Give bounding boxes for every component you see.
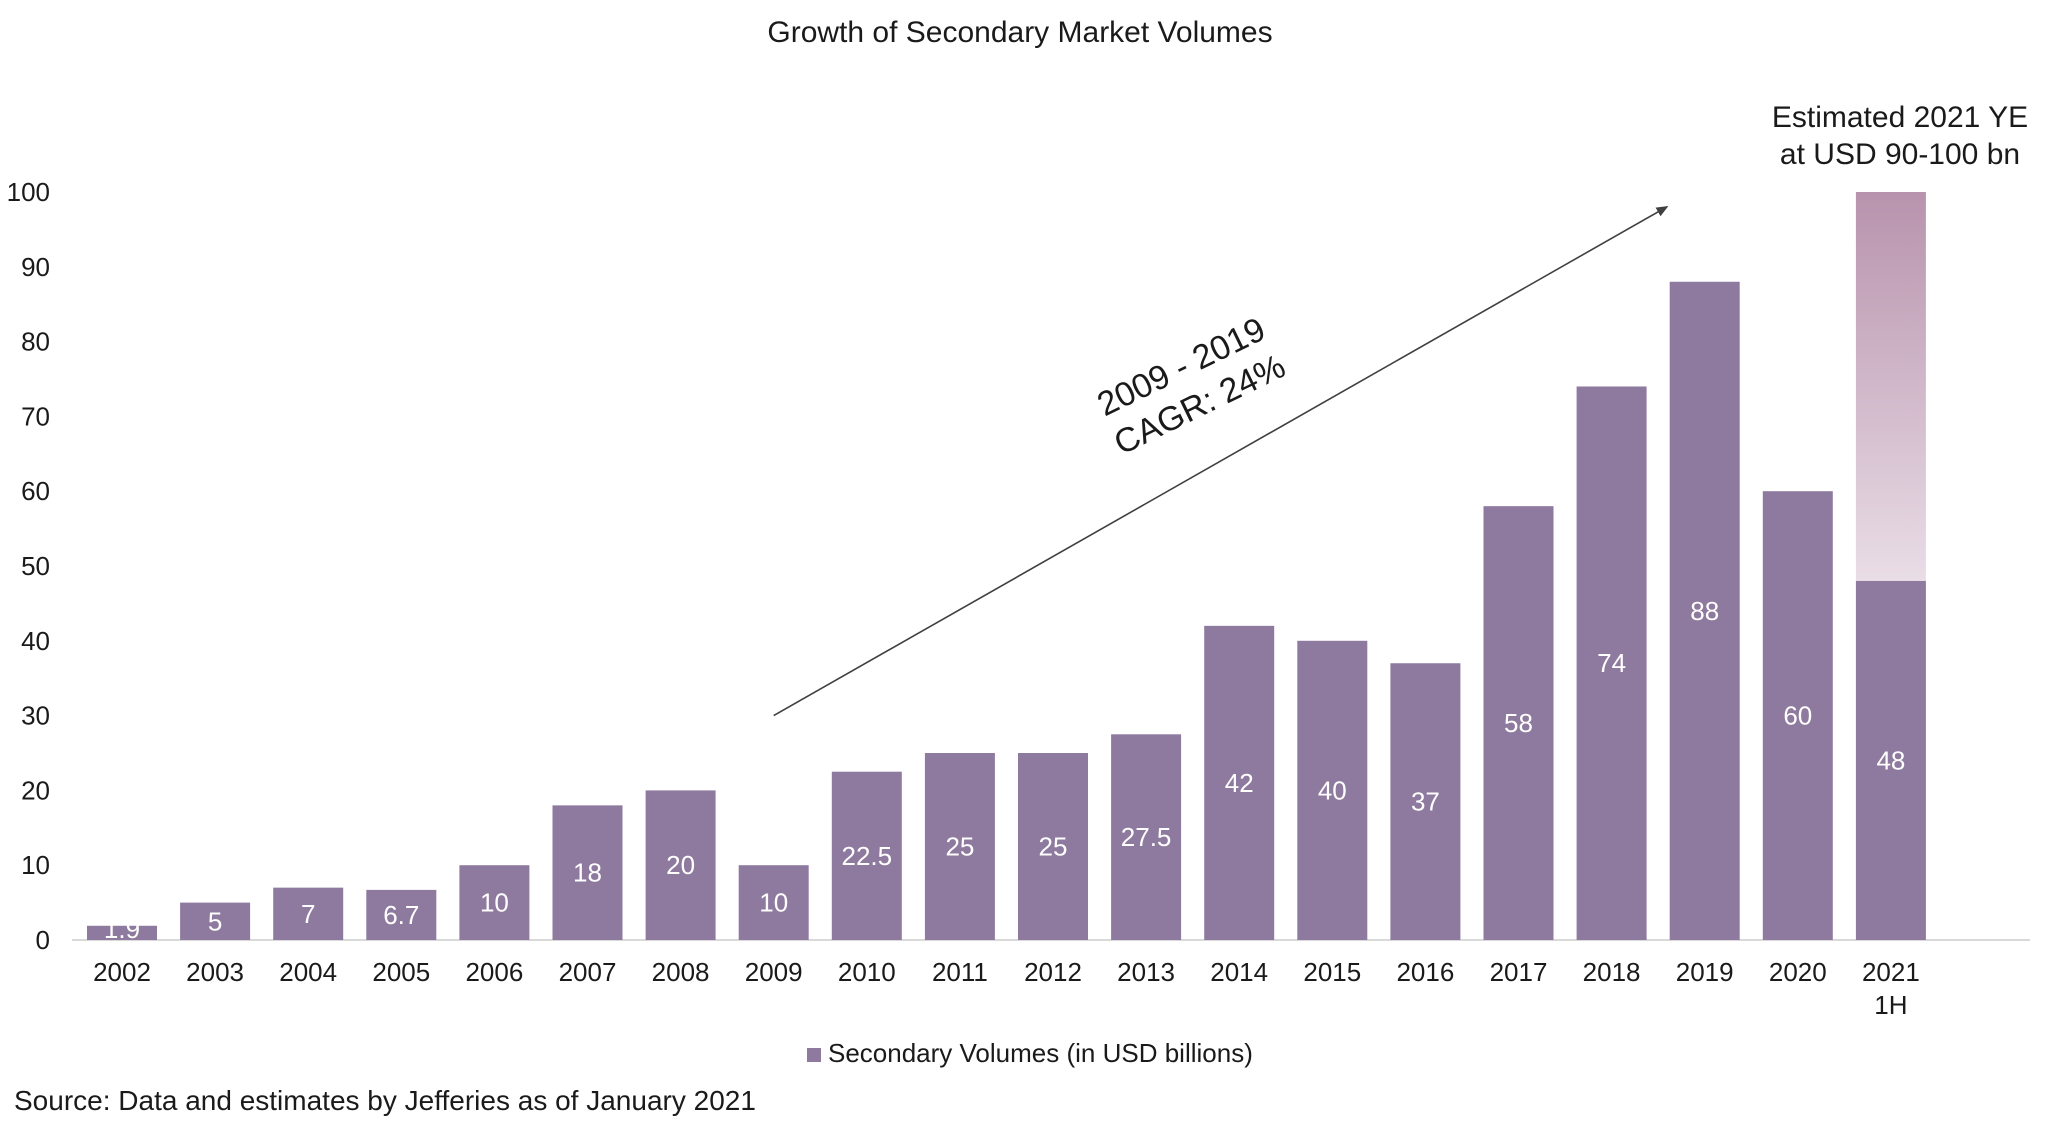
x-tick-label: 2005: [372, 957, 430, 987]
bar: [459, 865, 530, 940]
x-tick-label: 2017: [1490, 957, 1548, 987]
bar-value-label: 37: [1411, 787, 1440, 817]
y-tick-label: 90: [21, 252, 50, 282]
bar: [1111, 734, 1182, 940]
x-axis: 2002 2003 2004 2005 2006 2007 2008 2009 2010 2011…: [93, 957, 1920, 1020]
bar: [1297, 640, 1368, 940]
bar: [924, 753, 995, 940]
bar: [645, 790, 716, 940]
x-tick-label: 2019: [1676, 957, 1734, 987]
legend: Secondary Volumes (in USD billions): [807, 1038, 1253, 1068]
bar: [1855, 580, 1926, 940]
x-tick-label: 2012: [1024, 957, 1082, 987]
y-tick-label: 50: [21, 551, 50, 581]
x-tick-label: 2010: [838, 957, 896, 987]
bar-value-label: 58: [1504, 708, 1533, 738]
bar: [552, 805, 623, 940]
y-tick-label: 100: [7, 177, 50, 207]
bar: [1018, 753, 1088, 940]
bar-value-label: 6.7: [383, 900, 419, 930]
x-tick-label: 2011: [932, 957, 988, 987]
bar-value-label: 74: [1597, 648, 1626, 678]
x-tick-label: 2009: [745, 957, 803, 987]
bar: [1576, 386, 1647, 941]
x-tick-label: 2008: [652, 957, 710, 987]
bar-value-label: 60: [1783, 701, 1812, 731]
bar: [1669, 281, 1740, 940]
estimate-label-line2: at USD 90-100 bn: [1780, 138, 2020, 171]
bar-value-label: 25: [1039, 832, 1068, 862]
bar-value-label: 27.5: [1121, 822, 1172, 852]
x-tick-label: 2004: [279, 957, 337, 987]
bar: [1204, 625, 1275, 940]
y-tick-label: 20: [21, 775, 50, 805]
y-tick-label: 10: [21, 850, 50, 880]
y-axis: 0 10 20 30 40 50 60 70 80 90 100: [7, 177, 50, 955]
estimate-range-bar: [1855, 192, 1926, 581]
source-note: Source: Data and estimates by Jefferies …: [14, 1085, 756, 1116]
bar-value-label: 40: [1318, 775, 1347, 805]
legend-swatch: [807, 1048, 821, 1062]
bar: [1483, 506, 1554, 940]
bar: [738, 865, 809, 940]
x-tick-label: 2013: [1117, 957, 1175, 987]
bar: [87, 925, 157, 940]
x-tick-label: 2018: [1583, 957, 1641, 987]
x-tick-label: 2007: [559, 957, 617, 987]
y-tick-label: 30: [21, 701, 50, 731]
x-tick-label: 2020: [1769, 957, 1827, 987]
bar-value-label: 10: [480, 888, 509, 918]
x-tick-label: 2002: [93, 957, 151, 987]
cagr-trend-arrow: [773, 205, 1669, 717]
chart-title: Growth of Secondary Market Volumes: [767, 16, 1272, 49]
bar: [1762, 491, 1833, 940]
bar: [180, 902, 251, 940]
bar: [831, 771, 902, 940]
y-tick-label: 40: [21, 626, 50, 656]
legend-label: Secondary Volumes (in USD billions): [828, 1038, 1253, 1068]
x-tick-label: 2006: [465, 957, 523, 987]
bar-value-label: 25: [945, 832, 974, 862]
bar: [273, 887, 344, 940]
y-tick-label: 80: [21, 327, 50, 357]
estimate-label-line1: Estimated 2021 YE: [1772, 101, 2028, 134]
x-tick-label: 2015: [1303, 957, 1361, 987]
y-tick-label: 60: [21, 476, 50, 506]
bar-value-label: 48: [1876, 745, 1905, 775]
bar: [1390, 663, 1461, 940]
bar-value-label: 20: [666, 850, 695, 880]
y-tick-label: 0: [36, 925, 50, 955]
bar-value-label: 1.9: [104, 914, 140, 944]
x-tick-label: 2021: [1862, 957, 1920, 987]
x-tick-label: 2014: [1210, 957, 1268, 987]
bar-value-label: 10: [759, 888, 788, 918]
x-tick-label: 2016: [1396, 957, 1454, 987]
bar-value-label: 5: [208, 906, 222, 936]
bar-value-label: 88: [1690, 596, 1719, 626]
bars-group: 1.9 5 7 6.7 10 18 20 10 22.5 25 25 27.5 42 40 37 58 74 88…: [87, 192, 1926, 944]
bar: [366, 889, 437, 940]
y-tick-label: 70: [21, 401, 50, 431]
bar-value-label: 42: [1225, 768, 1254, 798]
x-tick-label: 1H: [1874, 990, 1907, 1020]
bar-value-label: 18: [573, 858, 602, 888]
bar-value-label: 7: [301, 899, 315, 929]
x-tick-label: 2003: [186, 957, 244, 987]
bar-value-label: 22.5: [841, 841, 892, 871]
